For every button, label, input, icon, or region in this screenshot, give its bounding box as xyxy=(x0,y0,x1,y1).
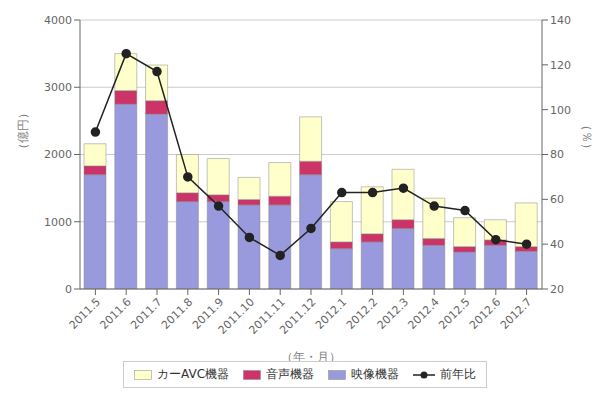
svg-text:2012.4: 2012.4 xyxy=(405,295,441,331)
svg-text:2011.9: 2011.9 xyxy=(189,295,227,332)
svg-text:2011.11: 2011.11 xyxy=(246,295,288,337)
svg-text:100: 100 xyxy=(550,104,571,117)
svg-text:2012.6: 2012.6 xyxy=(467,295,503,331)
svg-text:2011.5: 2011.5 xyxy=(67,295,103,331)
svg-text:120: 120 xyxy=(550,59,571,72)
svg-text:0: 0 xyxy=(65,283,72,296)
svg-text:40: 40 xyxy=(550,238,564,251)
svg-text:（％）: （％） xyxy=(580,119,594,155)
svg-text:4000: 4000 xyxy=(44,14,72,27)
svg-text:60: 60 xyxy=(550,193,564,206)
svg-text:140: 140 xyxy=(550,14,571,27)
svg-text:1000: 1000 xyxy=(44,216,72,229)
svg-text:2011.6: 2011.6 xyxy=(97,295,133,331)
svg-text:（年・月）: （年・月） xyxy=(281,350,341,364)
svg-text:2012.7: 2012.7 xyxy=(498,295,534,331)
svg-text:2011.7: 2011.7 xyxy=(128,295,164,331)
html-text:映像機器: 映像機器 xyxy=(351,367,399,381)
svg-text:2011.8: 2011.8 xyxy=(159,295,195,331)
svg-text:（億円）: （億円） xyxy=(16,107,30,155)
svg-text:20: 20 xyxy=(550,283,564,296)
svg-text:2012.2: 2012.2 xyxy=(344,295,380,331)
html-text:カーAVC機器: カーAVC機器 xyxy=(157,367,229,381)
svg-text:2012.3: 2012.3 xyxy=(375,295,411,331)
svg-text:2000: 2000 xyxy=(44,148,72,161)
svg-text:80: 80 xyxy=(550,148,564,161)
svg-text:3000: 3000 xyxy=(44,81,72,94)
html-text:前年比: 前年比 xyxy=(440,367,476,381)
svg-text:2012.1: 2012.1 xyxy=(313,295,349,331)
html-text:音声機器: 音声機器 xyxy=(266,367,314,381)
svg-text:2011.12: 2011.12 xyxy=(277,295,318,336)
svg-text:2012.5: 2012.5 xyxy=(436,295,472,331)
svg-text:2011.10: 2011.10 xyxy=(215,295,257,337)
